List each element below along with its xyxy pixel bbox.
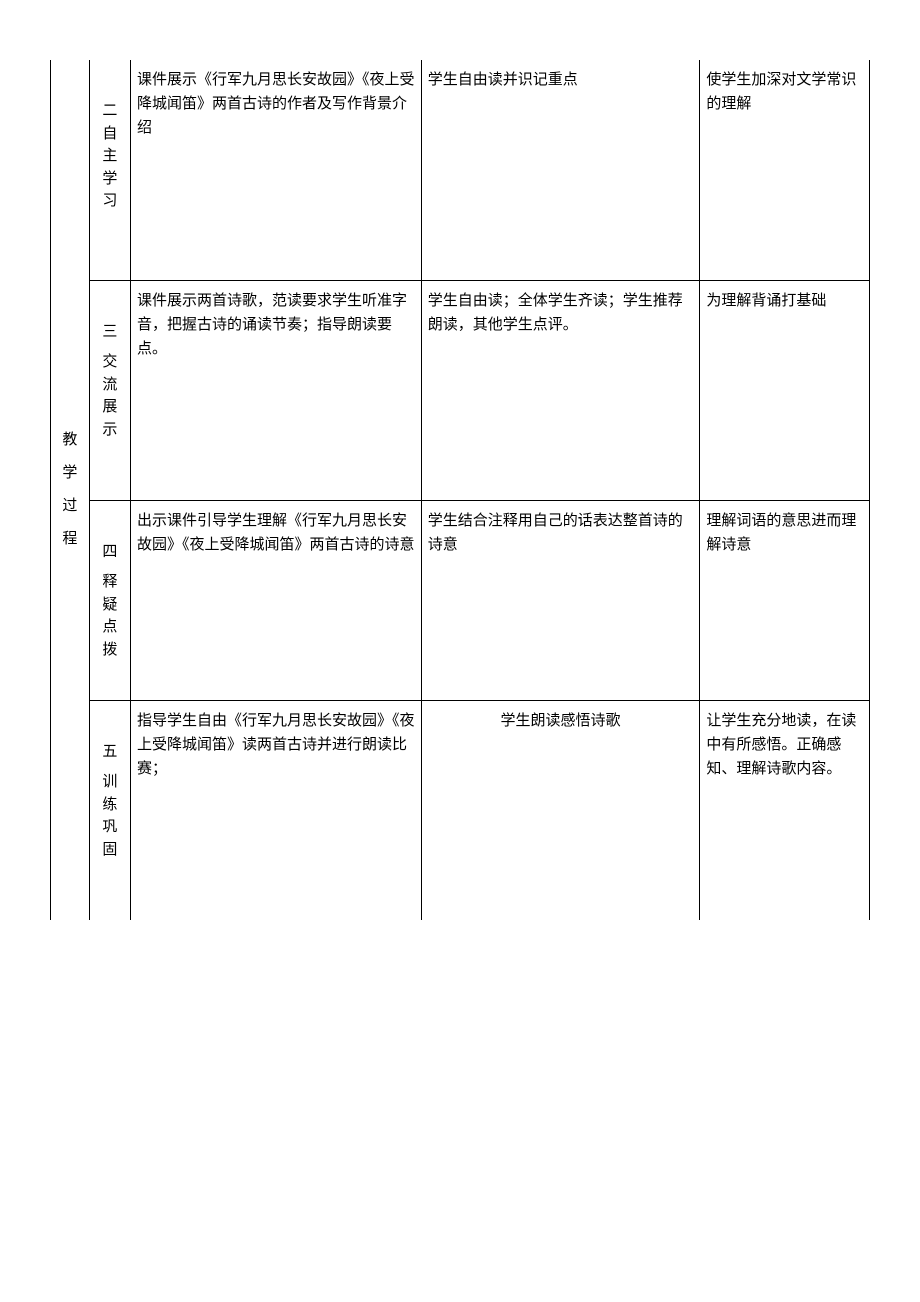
student-text-1: 学生自由读；全体学生齐读；学生推荐朗读，其他学生点评。 — [428, 289, 694, 337]
purpose-text-2: 理解词语的意思进而理解诗意 — [706, 509, 863, 557]
teacher-cell-1: 课件展示两首诗歌，范读要求学生听准字音，把握古诗的诵读节奏；指导朗读要点。 — [130, 280, 421, 500]
section-cell-2: 四释疑点拨 — [89, 500, 130, 700]
teacher-text-1: 课件展示两首诗歌，范读要求学生听准字音，把握古诗的诵读节奏；指导朗读要点。 — [137, 289, 415, 361]
student-cell-1: 学生自由读；全体学生齐读；学生推荐朗读，其他学生点评。 — [421, 280, 700, 500]
process-label: 教学过程 — [57, 424, 83, 556]
student-cell-0: 学生自由读并识记重点 — [421, 60, 700, 280]
section-cell-0: 二自主学习 — [89, 60, 130, 280]
section-cell-1: 三交流展示 — [89, 280, 130, 500]
student-cell-2: 学生结合注释用自己的话表达整首诗的诗意 — [421, 500, 700, 700]
student-cell-3: 学生朗读感悟诗歌 — [421, 700, 700, 920]
teacher-cell-3: 指导学生自由《行军九月思长安故园》《夜上受降城闻笛》读两首古诗并进行朗读比赛； — [130, 700, 421, 920]
purpose-cell-2: 理解词语的意思进而理解诗意 — [700, 500, 870, 700]
lesson-plan-table: 教学过程 二自主学习 课件展示《行军九月思长安故园》《夜上受降城闻笛》两首古诗的… — [50, 60, 870, 920]
section-label-0: 二自主学习 — [96, 100, 124, 213]
teacher-text-3: 指导学生自由《行军九月思长安故园》《夜上受降城闻笛》读两首古诗并进行朗读比赛； — [137, 709, 415, 781]
section-label-2: 四释疑点拨 — [96, 541, 124, 662]
process-header-cell: 教学过程 — [51, 60, 90, 920]
purpose-cell-3: 让学生充分地读，在读中有所感悟。正确感知、理解诗歌内容。 — [700, 700, 870, 920]
purpose-cell-0: 使学生加深对文学常识的理解 — [700, 60, 870, 280]
purpose-text-1: 为理解背诵打基础 — [706, 289, 863, 313]
purpose-cell-1: 为理解背诵打基础 — [700, 280, 870, 500]
student-text-2: 学生结合注释用自己的话表达整首诗的诗意 — [428, 509, 694, 557]
teacher-cell-0: 课件展示《行军九月思长安故园》《夜上受降城闻笛》两首古诗的作者及写作背景介绍 — [130, 60, 421, 280]
section-label-3: 五训练巩固 — [96, 741, 124, 862]
student-text-3: 学生朗读感悟诗歌 — [428, 709, 694, 733]
section-label-1: 三交流展示 — [96, 321, 124, 442]
purpose-text-3: 让学生充分地读，在读中有所感悟。正确感知、理解诗歌内容。 — [706, 709, 863, 781]
section-cell-3: 五训练巩固 — [89, 700, 130, 920]
student-text-0: 学生自由读并识记重点 — [428, 68, 694, 92]
purpose-text-0: 使学生加深对文学常识的理解 — [706, 68, 863, 116]
teacher-text-2: 出示课件引导学生理解《行军九月思长安故园》《夜上受降城闻笛》两首古诗的诗意 — [137, 509, 415, 557]
teacher-text-0: 课件展示《行军九月思长安故园》《夜上受降城闻笛》两首古诗的作者及写作背景介绍 — [137, 68, 415, 140]
teacher-cell-2: 出示课件引导学生理解《行军九月思长安故园》《夜上受降城闻笛》两首古诗的诗意 — [130, 500, 421, 700]
